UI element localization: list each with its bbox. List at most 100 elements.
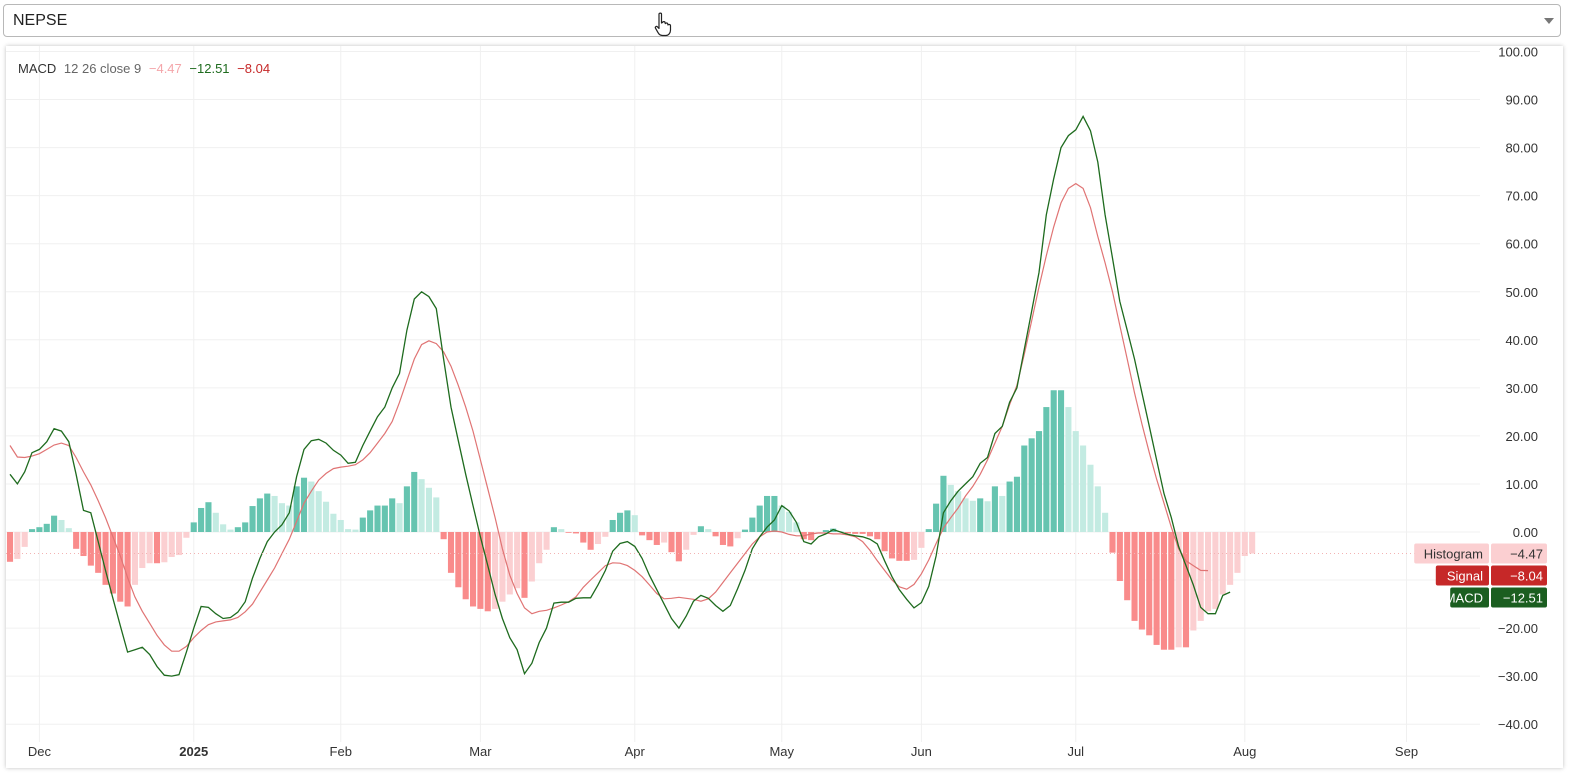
histogram-bar — [198, 507, 205, 532]
value-tags-layer: Histogram −4.47 Signal −8.04 MACD −12.51 — [1414, 543, 1547, 608]
value-tag-value-bg — [1491, 587, 1547, 608]
x-tick-label: Jun — [911, 744, 932, 759]
histogram-bar — [911, 532, 918, 560]
histogram-bar — [550, 527, 557, 532]
histogram-bar — [308, 481, 315, 532]
histogram-bar — [896, 532, 903, 561]
histogram-bar — [639, 532, 646, 536]
histogram-bar — [727, 532, 734, 547]
value-tag-value-bg — [1491, 565, 1547, 586]
histogram-bar — [389, 498, 396, 532]
histogram-bar — [602, 532, 609, 537]
histogram-bar — [874, 532, 881, 540]
histogram-bar — [661, 532, 668, 543]
y-tick-label: 90.00 — [1505, 93, 1538, 108]
x-tick-label: May — [769, 744, 794, 759]
histogram-bar — [881, 532, 888, 552]
histogram-bar — [1212, 532, 1219, 609]
x-tick-label: Feb — [330, 744, 352, 759]
legend-macd-value: −12.51 — [189, 61, 230, 76]
histogram-bar — [528, 532, 535, 582]
histogram-bar — [764, 495, 771, 532]
histogram-bar — [969, 500, 976, 532]
histogram-bar — [249, 506, 256, 532]
value-tag-label-bg — [1450, 587, 1489, 608]
histogram-bar — [631, 515, 638, 532]
histogram-bar — [315, 491, 322, 532]
histogram-bar — [771, 495, 778, 532]
legend-name: MACD — [18, 61, 57, 76]
histogram-bar — [1234, 532, 1241, 573]
histogram-bar — [205, 502, 212, 532]
histogram-bar — [190, 522, 197, 532]
histogram-bar — [477, 532, 484, 609]
histogram-bar — [1241, 532, 1248, 557]
histogram-bar — [1094, 486, 1101, 532]
histogram-bar — [1050, 390, 1057, 532]
legend-histogram-value: −4.47 — [148, 61, 182, 76]
macd-chart-panel — [6, 46, 1563, 768]
histogram-bar — [51, 515, 58, 532]
histogram-bar — [1219, 532, 1226, 595]
symbol-select[interactable]: NEPSE — [3, 4, 1561, 37]
histogram-bar — [234, 527, 241, 532]
x-tick-label: Apr — [625, 744, 646, 759]
histogram-bar — [21, 532, 28, 547]
histogram-bar — [624, 510, 631, 532]
histogram-bar — [587, 532, 594, 550]
histogram-bar — [462, 532, 469, 600]
histogram-bar — [866, 532, 873, 537]
y-tick-label: 50.00 — [1505, 285, 1538, 300]
histogram-bar — [712, 532, 719, 537]
histogram-bar — [278, 503, 285, 532]
histogram-bar — [447, 532, 455, 573]
histogram-bar — [1153, 532, 1160, 645]
y-tick-label: 10.00 — [1505, 477, 1538, 492]
value-tag-label: Histogram — [1424, 546, 1483, 561]
histogram-bar — [1028, 438, 1035, 532]
histogram-bar — [749, 517, 756, 532]
histogram-bar — [521, 532, 528, 598]
y-tick-label: 30.00 — [1505, 381, 1538, 396]
y-tick-label: 70.00 — [1505, 189, 1538, 204]
histogram-bar — [999, 495, 1006, 532]
histogram-bar — [212, 512, 219, 532]
chevron-down-icon[interactable] — [1544, 18, 1554, 24]
histogram-bar — [300, 477, 308, 532]
histogram-bar — [984, 501, 991, 532]
value-tag-label: MACD — [1445, 590, 1483, 605]
histogram-bar — [1006, 481, 1013, 532]
histogram-bar — [925, 529, 932, 532]
value-tag-label-bg — [1414, 543, 1489, 564]
histogram-bar — [345, 529, 352, 532]
histogram-bar — [852, 532, 859, 534]
macd-line — [9, 115, 1231, 677]
histogram-bar — [271, 495, 278, 532]
histogram-bar — [440, 532, 447, 540]
histogram-bar — [411, 471, 418, 532]
histogram-bar — [153, 532, 161, 564]
histogram-bar — [1035, 431, 1043, 532]
histogram-bar — [580, 532, 587, 543]
value-tag-value: −4.47 — [1510, 546, 1543, 561]
histogram-bar — [609, 519, 616, 532]
histogram-bar — [1072, 431, 1079, 532]
histogram-bar — [1227, 532, 1234, 585]
histogram-bar — [594, 532, 602, 545]
histogram-bar — [888, 532, 896, 559]
legend-signal-value: −8.04 — [237, 61, 271, 76]
histogram-bar — [1080, 445, 1087, 532]
histogram-bar — [43, 523, 50, 532]
histogram-bar — [1138, 532, 1145, 630]
grid-layer — [6, 46, 1480, 742]
y-tick-label: −30.00 — [1498, 669, 1538, 684]
histogram-bar — [455, 532, 462, 588]
value-tag-value: −12.51 — [1503, 590, 1543, 605]
histogram-bar — [1190, 532, 1197, 631]
histogram-bar — [323, 501, 330, 532]
histogram-bar — [1205, 532, 1212, 612]
histogram-bar — [1109, 532, 1116, 553]
histogram-bar — [176, 532, 183, 556]
histogram-bar — [991, 486, 998, 532]
